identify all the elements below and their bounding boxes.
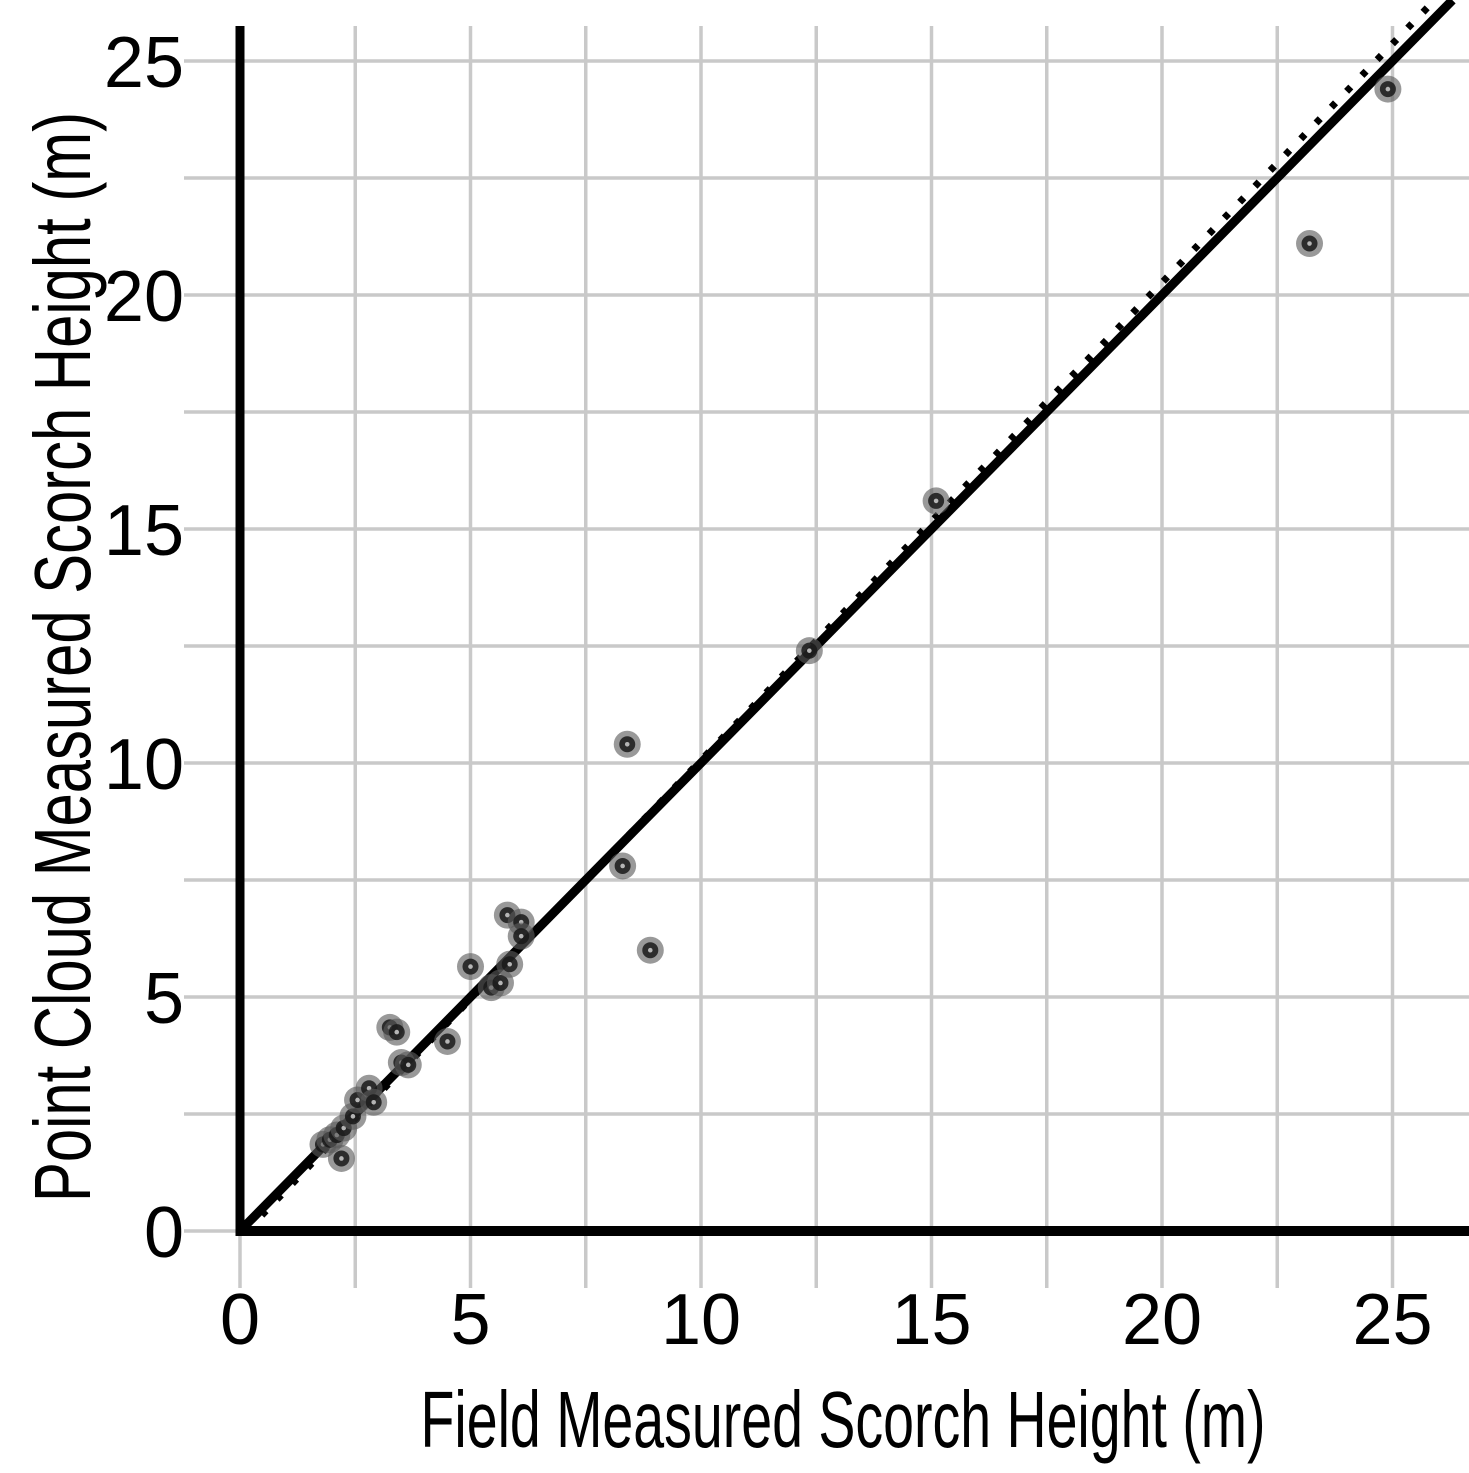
- x-tick-label: 5: [450, 1280, 490, 1360]
- point-pinhole: [394, 1029, 400, 1035]
- data-points: [309, 75, 1402, 1172]
- scatter-point: [394, 1051, 422, 1079]
- scatter-point: [496, 950, 524, 978]
- x-axis-title: Field Measured Scorch Height (m): [421, 1375, 1266, 1464]
- scatter-point: [636, 936, 664, 964]
- one-to-one-line: [236, 0, 1456, 1235]
- scatter-point: [609, 852, 637, 880]
- y-tick-label: 0: [144, 1193, 184, 1273]
- scatter-point: [327, 1144, 355, 1172]
- point-pinhole: [620, 863, 625, 869]
- point-pinhole: [507, 961, 512, 967]
- y-tick-label: 5: [144, 959, 184, 1039]
- scatter-point: [795, 637, 823, 665]
- scatter-point: [507, 922, 535, 950]
- x-tick-label: 25: [1352, 1280, 1432, 1360]
- scatter-point: [613, 730, 641, 758]
- x-tick-label: 20: [1122, 1280, 1202, 1360]
- x-tick-label: 15: [891, 1280, 971, 1360]
- x-tick-label: 0: [220, 1280, 260, 1360]
- scatter-point: [360, 1088, 388, 1116]
- reference-lines: [236, 0, 1456, 1235]
- point-pinhole: [498, 980, 503, 986]
- point-pinhole: [647, 947, 653, 953]
- y-tick-label: 25: [104, 23, 184, 103]
- point-pinhole: [518, 933, 524, 939]
- point-pinhole: [807, 648, 812, 653]
- point-pinhole: [624, 741, 630, 747]
- point-pinhole: [445, 1039, 450, 1044]
- scatter-point: [922, 487, 950, 515]
- scatter-point: [1374, 75, 1402, 103]
- point-pinhole: [355, 1097, 360, 1103]
- point-pinhole: [350, 1114, 356, 1119]
- point-pinhole: [1385, 86, 1391, 92]
- y-tick-label: 20: [104, 257, 184, 337]
- point-pinhole: [933, 498, 939, 504]
- y-tick-labels: 0 5 10 15 20 25: [104, 23, 184, 1273]
- scatter-point: [1296, 230, 1324, 258]
- point-pinhole: [505, 912, 510, 918]
- point-pinhole: [405, 1062, 411, 1068]
- x-tick-labels: 0 5 10 15 20 25: [220, 1280, 1433, 1360]
- y-axis-title: Point Cloud Measured Scorch Height (m): [18, 112, 107, 1202]
- y-tick-label: 10: [104, 725, 184, 805]
- fit-line: [244, 0, 1438, 1234]
- point-pinhole: [1307, 241, 1312, 246]
- scatter-point: [433, 1027, 461, 1055]
- point-pinhole: [371, 1100, 376, 1105]
- y-tick-label: 15: [104, 491, 184, 571]
- point-pinhole: [468, 964, 473, 969]
- scatter-point: [383, 1018, 411, 1046]
- x-tick-label: 10: [661, 1280, 741, 1360]
- axes: [235, 26, 1469, 1236]
- scatter-point: [457, 953, 484, 981]
- point-pinhole: [339, 1156, 344, 1161]
